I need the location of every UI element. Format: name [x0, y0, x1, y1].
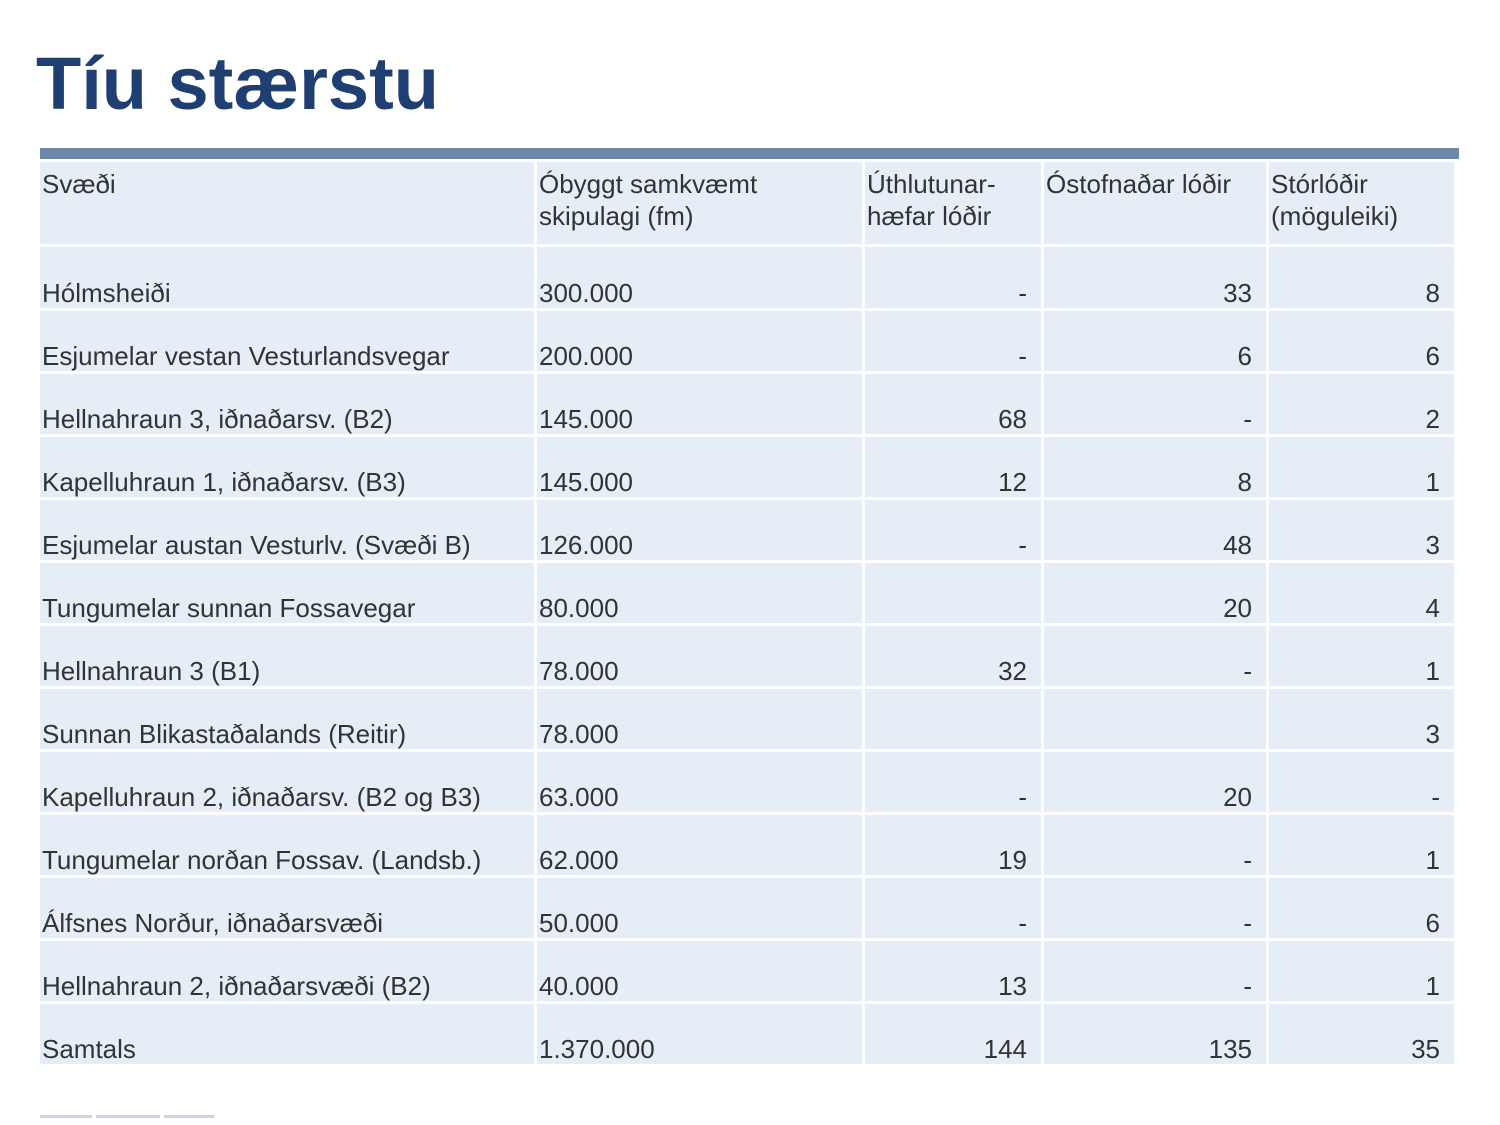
table-row: Tungumelar sunnan Fossavegar 80.000 20 4 — [37, 560, 1454, 626]
cell-allocatable-lots: 32 — [862, 623, 1044, 689]
cell-allocatable-lots: 19 — [862, 812, 1044, 878]
cell-area-name: Sunnan Blikastaðalands (Reitir) — [37, 686, 537, 752]
table-row: Hellnahraun 3, iðnaðarsv. (B2) 145.000 6… — [37, 371, 1454, 437]
table-row: Sunnan Blikastaðalands (Reitir) 78.000 3 — [37, 686, 1454, 752]
cell-large-lots: 8 — [1266, 244, 1454, 311]
cell-total-large-lots: 35 — [1266, 1001, 1454, 1067]
cell-allocatable-lots: 12 — [862, 434, 1044, 500]
cell-unestablished-lots: 48 — [1041, 497, 1269, 563]
cell-unestablished-lots: 20 — [1041, 560, 1269, 626]
cell-large-lots: - — [1266, 749, 1454, 815]
title-divider — [40, 148, 1459, 159]
cell-area-name: Kapelluhraun 2, iðnaðarsv. (B2 og B3) — [37, 749, 537, 815]
cell-large-lots: 6 — [1266, 308, 1454, 374]
cell-unbuilt-area: 40.000 — [534, 938, 865, 1004]
table-row: Hólmsheiði 300.000 - 33 8 — [37, 244, 1454, 311]
cell-area-name: Hellnahraun 3 (B1) — [37, 623, 537, 689]
table-row: Esjumelar austan Vesturlv. (Svæði B) 126… — [37, 497, 1454, 563]
cell-unestablished-lots: - — [1041, 371, 1269, 437]
cell-unestablished-lots: 20 — [1041, 749, 1269, 815]
cell-large-lots: 1 — [1266, 938, 1454, 1004]
cell-unestablished-lots: - — [1041, 875, 1269, 941]
cell-area-name: Kapelluhraun 1, iðnaðarsv. (B3) — [37, 434, 537, 500]
cell-area-name: Tungumelar sunnan Fossavegar — [37, 560, 537, 626]
cell-large-lots: 3 — [1266, 686, 1454, 752]
cell-unestablished-lots: - — [1041, 812, 1269, 878]
cell-total-label: Samtals — [37, 1001, 537, 1067]
cell-total-unestablished-lots: 135 — [1041, 1001, 1269, 1067]
cell-unbuilt-area: 300.000 — [534, 244, 865, 311]
cell-unestablished-lots: 8 — [1041, 434, 1269, 500]
cell-allocatable-lots: - — [862, 749, 1044, 815]
column-header-unestablished-lots: Óstofnaðar lóðir — [1041, 159, 1269, 247]
slide-title: Tíu stærstu — [36, 42, 439, 125]
column-header-allocatable-lots: Úthlutunar-hæfar lóðir — [862, 159, 1044, 247]
cell-area-name: Tungumelar norðan Fossav. (Landsb.) — [37, 812, 537, 878]
data-table: Svæði Óbyggt samkvæmt skipulagi (fm) Úth… — [37, 159, 1454, 1067]
table-row: Kapelluhraun 2, iðnaðarsv. (B2 og B3) 63… — [37, 749, 1454, 815]
table-header-row: Svæði Óbyggt samkvæmt skipulagi (fm) Úth… — [37, 159, 1454, 247]
table-row: Esjumelar vestan Vesturlandsvegar 200.00… — [37, 308, 1454, 374]
cell-allocatable-lots — [862, 560, 1044, 626]
table-row: Álfsnes Norður, iðnaðarsvæði 50.000 - - … — [37, 875, 1454, 941]
cell-large-lots: 6 — [1266, 875, 1454, 941]
table-row: Kapelluhraun 1, iðnaðarsv. (B3) 145.000 … — [37, 434, 1454, 500]
cell-unestablished-lots: 33 — [1041, 244, 1269, 311]
footer-logo — [40, 1108, 225, 1118]
cell-unbuilt-area: 62.000 — [534, 812, 865, 878]
cell-allocatable-lots: - — [862, 244, 1044, 311]
cell-total-unbuilt-area: 1.370.000 — [534, 1001, 865, 1067]
cell-unestablished-lots: - — [1041, 938, 1269, 1004]
cell-large-lots: 4 — [1266, 560, 1454, 626]
cell-large-lots: 3 — [1266, 497, 1454, 563]
cell-large-lots: 1 — [1266, 434, 1454, 500]
cell-area-name: Hólmsheiði — [37, 244, 537, 311]
cell-allocatable-lots: 13 — [862, 938, 1044, 1004]
cell-unbuilt-area: 200.000 — [534, 308, 865, 374]
column-header-area: Svæði — [37, 159, 537, 247]
cell-unbuilt-area: 145.000 — [534, 434, 865, 500]
table-row: Hellnahraun 2, iðnaðarsvæði (B2) 40.000 … — [37, 938, 1454, 1004]
cell-allocatable-lots: - — [862, 497, 1044, 563]
cell-unestablished-lots: 6 — [1041, 308, 1269, 374]
cell-large-lots: 1 — [1266, 623, 1454, 689]
table-row: Hellnahraun 3 (B1) 78.000 32 - 1 — [37, 623, 1454, 689]
cell-area-name: Álfsnes Norður, iðnaðarsvæði — [37, 875, 537, 941]
column-header-unbuilt-area: Óbyggt samkvæmt skipulagi (fm) — [534, 159, 865, 247]
cell-allocatable-lots: - — [862, 875, 1044, 941]
cell-large-lots: 2 — [1266, 371, 1454, 437]
cell-allocatable-lots: 68 — [862, 371, 1044, 437]
cell-unestablished-lots: - — [1041, 623, 1269, 689]
cell-area-name: Esjumelar austan Vesturlv. (Svæði B) — [37, 497, 537, 563]
cell-unbuilt-area: 78.000 — [534, 686, 865, 752]
cell-unbuilt-area: 50.000 — [534, 875, 865, 941]
cell-unbuilt-area: 145.000 — [534, 371, 865, 437]
cell-unbuilt-area: 126.000 — [534, 497, 865, 563]
cell-area-name: Hellnahraun 3, iðnaðarsv. (B2) — [37, 371, 537, 437]
cell-unbuilt-area: 63.000 — [534, 749, 865, 815]
cell-unbuilt-area: 78.000 — [534, 623, 865, 689]
cell-unbuilt-area: 80.000 — [534, 560, 865, 626]
cell-total-allocatable-lots: 144 — [862, 1001, 1044, 1067]
cell-allocatable-lots: - — [862, 308, 1044, 374]
cell-area-name: Esjumelar vestan Vesturlandsvegar — [37, 308, 537, 374]
table-row: Tungumelar norðan Fossav. (Landsb.) 62.0… — [37, 812, 1454, 878]
cell-allocatable-lots — [862, 686, 1044, 752]
cell-large-lots: 1 — [1266, 812, 1454, 878]
data-table-container: Svæði Óbyggt samkvæmt skipulagi (fm) Úth… — [37, 159, 1454, 1109]
table-total-row: Samtals 1.370.000 144 135 35 — [37, 1001, 1454, 1067]
column-header-large-lots: Stórlóðir (möguleiki) — [1266, 159, 1454, 247]
cell-area-name: Hellnahraun 2, iðnaðarsvæði (B2) — [37, 938, 537, 1004]
cell-unestablished-lots — [1041, 686, 1269, 752]
